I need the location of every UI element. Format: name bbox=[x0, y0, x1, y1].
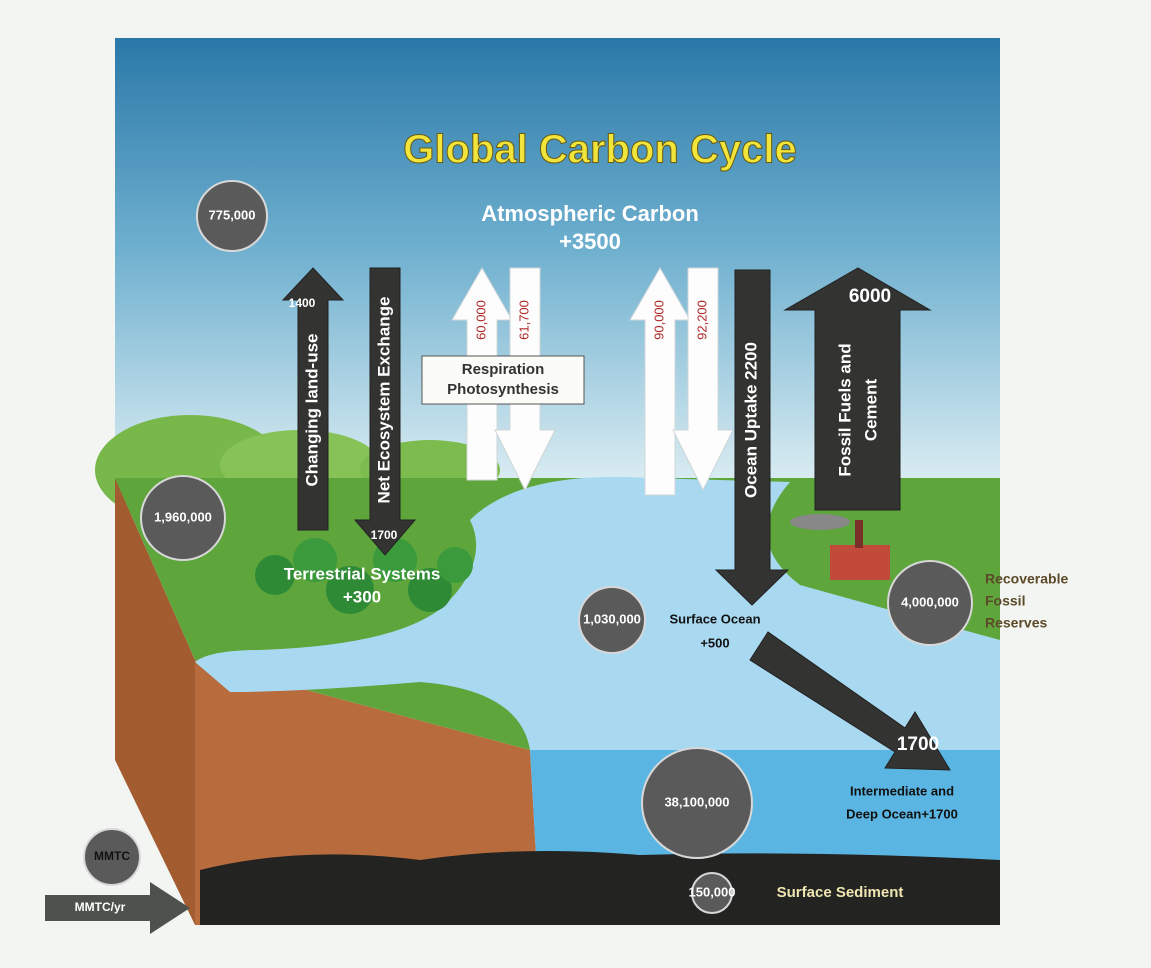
block-left-face bbox=[115, 478, 195, 925]
legend-flux bbox=[45, 882, 190, 934]
flux-arrow bbox=[281, 267, 345, 531]
atmosphere-label: Atmospheric Carbon bbox=[481, 201, 699, 226]
legend-label: MMTC/yr bbox=[75, 900, 126, 914]
flux-value: 92,200 bbox=[694, 300, 709, 340]
process-box bbox=[421, 355, 585, 405]
process-label: Photosynthesis bbox=[447, 381, 559, 398]
flux-value: 1400 bbox=[289, 296, 316, 310]
pool-value: 775,000 bbox=[209, 207, 256, 222]
legend-label: MMTC bbox=[94, 849, 130, 863]
flux-arrow bbox=[629, 266, 691, 496]
pool bbox=[641, 747, 753, 859]
atmosphere-change: +3500 bbox=[559, 229, 621, 254]
flux-value: 1700 bbox=[897, 734, 939, 755]
region-label: Intermediate and bbox=[850, 783, 954, 798]
pool-value: 38,100,000 bbox=[664, 794, 729, 809]
flux-value: 90,000 bbox=[651, 300, 666, 340]
region-label: Terrestrial Systems bbox=[284, 564, 441, 583]
pool bbox=[691, 872, 733, 914]
factory bbox=[790, 514, 890, 580]
pool bbox=[196, 180, 268, 252]
region-label: Deep Ocean+1700 bbox=[846, 806, 958, 821]
region-label: +300 bbox=[343, 587, 381, 606]
flux-value: 60,000 bbox=[473, 300, 488, 340]
flux-label: Cement bbox=[861, 378, 880, 441]
region-label: +500 bbox=[700, 635, 729, 650]
flux-label: Changing land-use bbox=[302, 334, 321, 487]
pool-value: 1,960,000 bbox=[154, 509, 212, 524]
flux-arrow bbox=[353, 267, 417, 556]
pool bbox=[887, 560, 973, 646]
flux-label: Ocean Uptake 2200 bbox=[741, 342, 760, 498]
pool-value: 4,000,000 bbox=[901, 594, 959, 609]
pool-value: 150,000 bbox=[689, 884, 736, 899]
pool bbox=[140, 475, 226, 561]
title: Global Carbon Cycle bbox=[403, 128, 796, 172]
region-label: Reserves bbox=[985, 615, 1047, 631]
flux-arrow bbox=[749, 631, 951, 771]
pool bbox=[578, 586, 646, 654]
sediment-layer bbox=[200, 851, 1000, 925]
flux-arrow bbox=[783, 267, 932, 511]
flux-value: 61,700 bbox=[516, 300, 531, 340]
flux-value: 1700 bbox=[371, 528, 398, 542]
flux-value: 6000 bbox=[849, 286, 891, 307]
pool-value: 1,030,000 bbox=[583, 611, 641, 626]
flux-arrow bbox=[714, 269, 790, 606]
region-label: Surface Sediment bbox=[777, 884, 904, 901]
region-label: Recoverable bbox=[985, 571, 1068, 587]
region-label: Fossil bbox=[985, 593, 1025, 609]
flux-arrow bbox=[672, 267, 734, 492]
flux-label: Net Ecosystem Exchange bbox=[374, 297, 393, 504]
flux-label: Fossil Fuels and bbox=[835, 343, 854, 476]
region-label: Surface Ocean bbox=[669, 611, 760, 626]
legend-pool bbox=[83, 828, 141, 886]
process-label: Respiration bbox=[462, 361, 545, 378]
